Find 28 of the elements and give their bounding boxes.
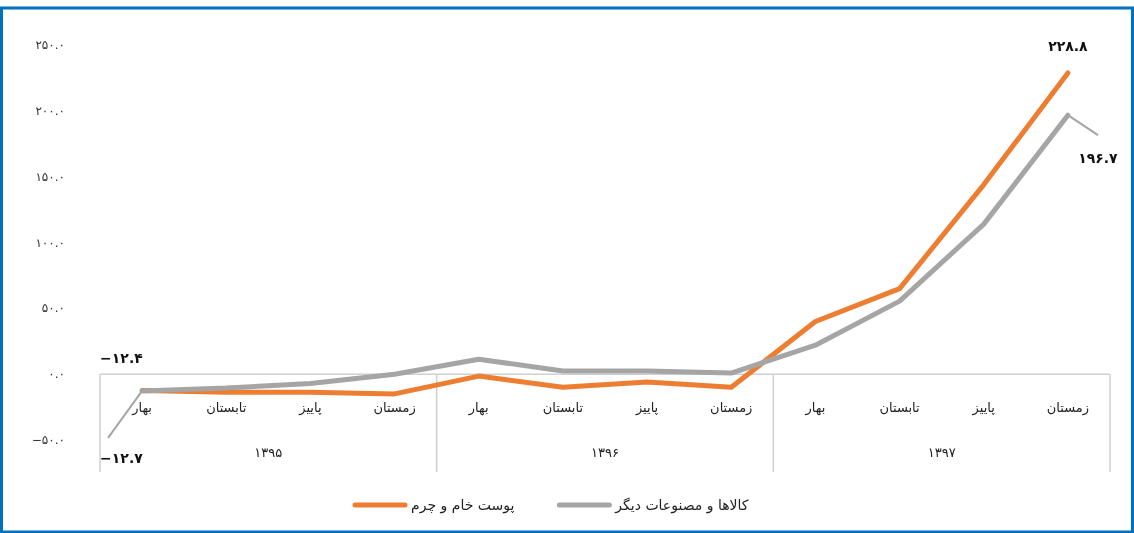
data-label: ۱۹۶.۷ (1078, 150, 1119, 167)
x-tick-label: پاییز (298, 400, 322, 417)
data-label: −۱۲.۴ (100, 350, 144, 367)
text: ۱۳۹۷ (927, 445, 956, 461)
x-tick-label: زمستان (710, 400, 753, 417)
legend-label: پوست خام و چرم (411, 497, 515, 514)
x-tick-label: تابستان (879, 400, 921, 416)
y-tick-label: −۵۰.۰ (31, 433, 65, 447)
y-tick-label: ۱۰۰.۰ (35, 235, 65, 250)
y-tick-label: ۱۵۰.۰ (35, 169, 65, 184)
y-tick-label: ۲۵۰.۰ (35, 38, 65, 52)
x-tick-label: بهار (467, 400, 489, 417)
x-tick-label: زمستان (1046, 400, 1090, 417)
text: ۱۳۹۶ (591, 445, 619, 461)
x-tick-label: بهار (804, 400, 826, 417)
x-tick-label: بهار (131, 400, 153, 417)
data-label: −۱۲.۷ (100, 449, 144, 466)
y-tick-label: ۰.۰ (48, 367, 65, 382)
y-tick-label: ۵۰.۰ (41, 301, 65, 316)
x-tick-label: تابستان (542, 400, 584, 416)
x-tick-label: زمستان (373, 400, 416, 417)
data-label: ۲۲۸.۸ (1048, 37, 1089, 54)
legend-label: کالاها و مصنوعات دیگر (614, 497, 749, 514)
x-tick-label: پاییز (971, 400, 996, 417)
x-tick-label: پاییز (634, 400, 659, 417)
x-tick-label: تابستان (206, 400, 247, 416)
text: ۱۳۹۵ (254, 445, 283, 461)
y-tick-label: ۲۰۰.۰ (35, 103, 65, 118)
